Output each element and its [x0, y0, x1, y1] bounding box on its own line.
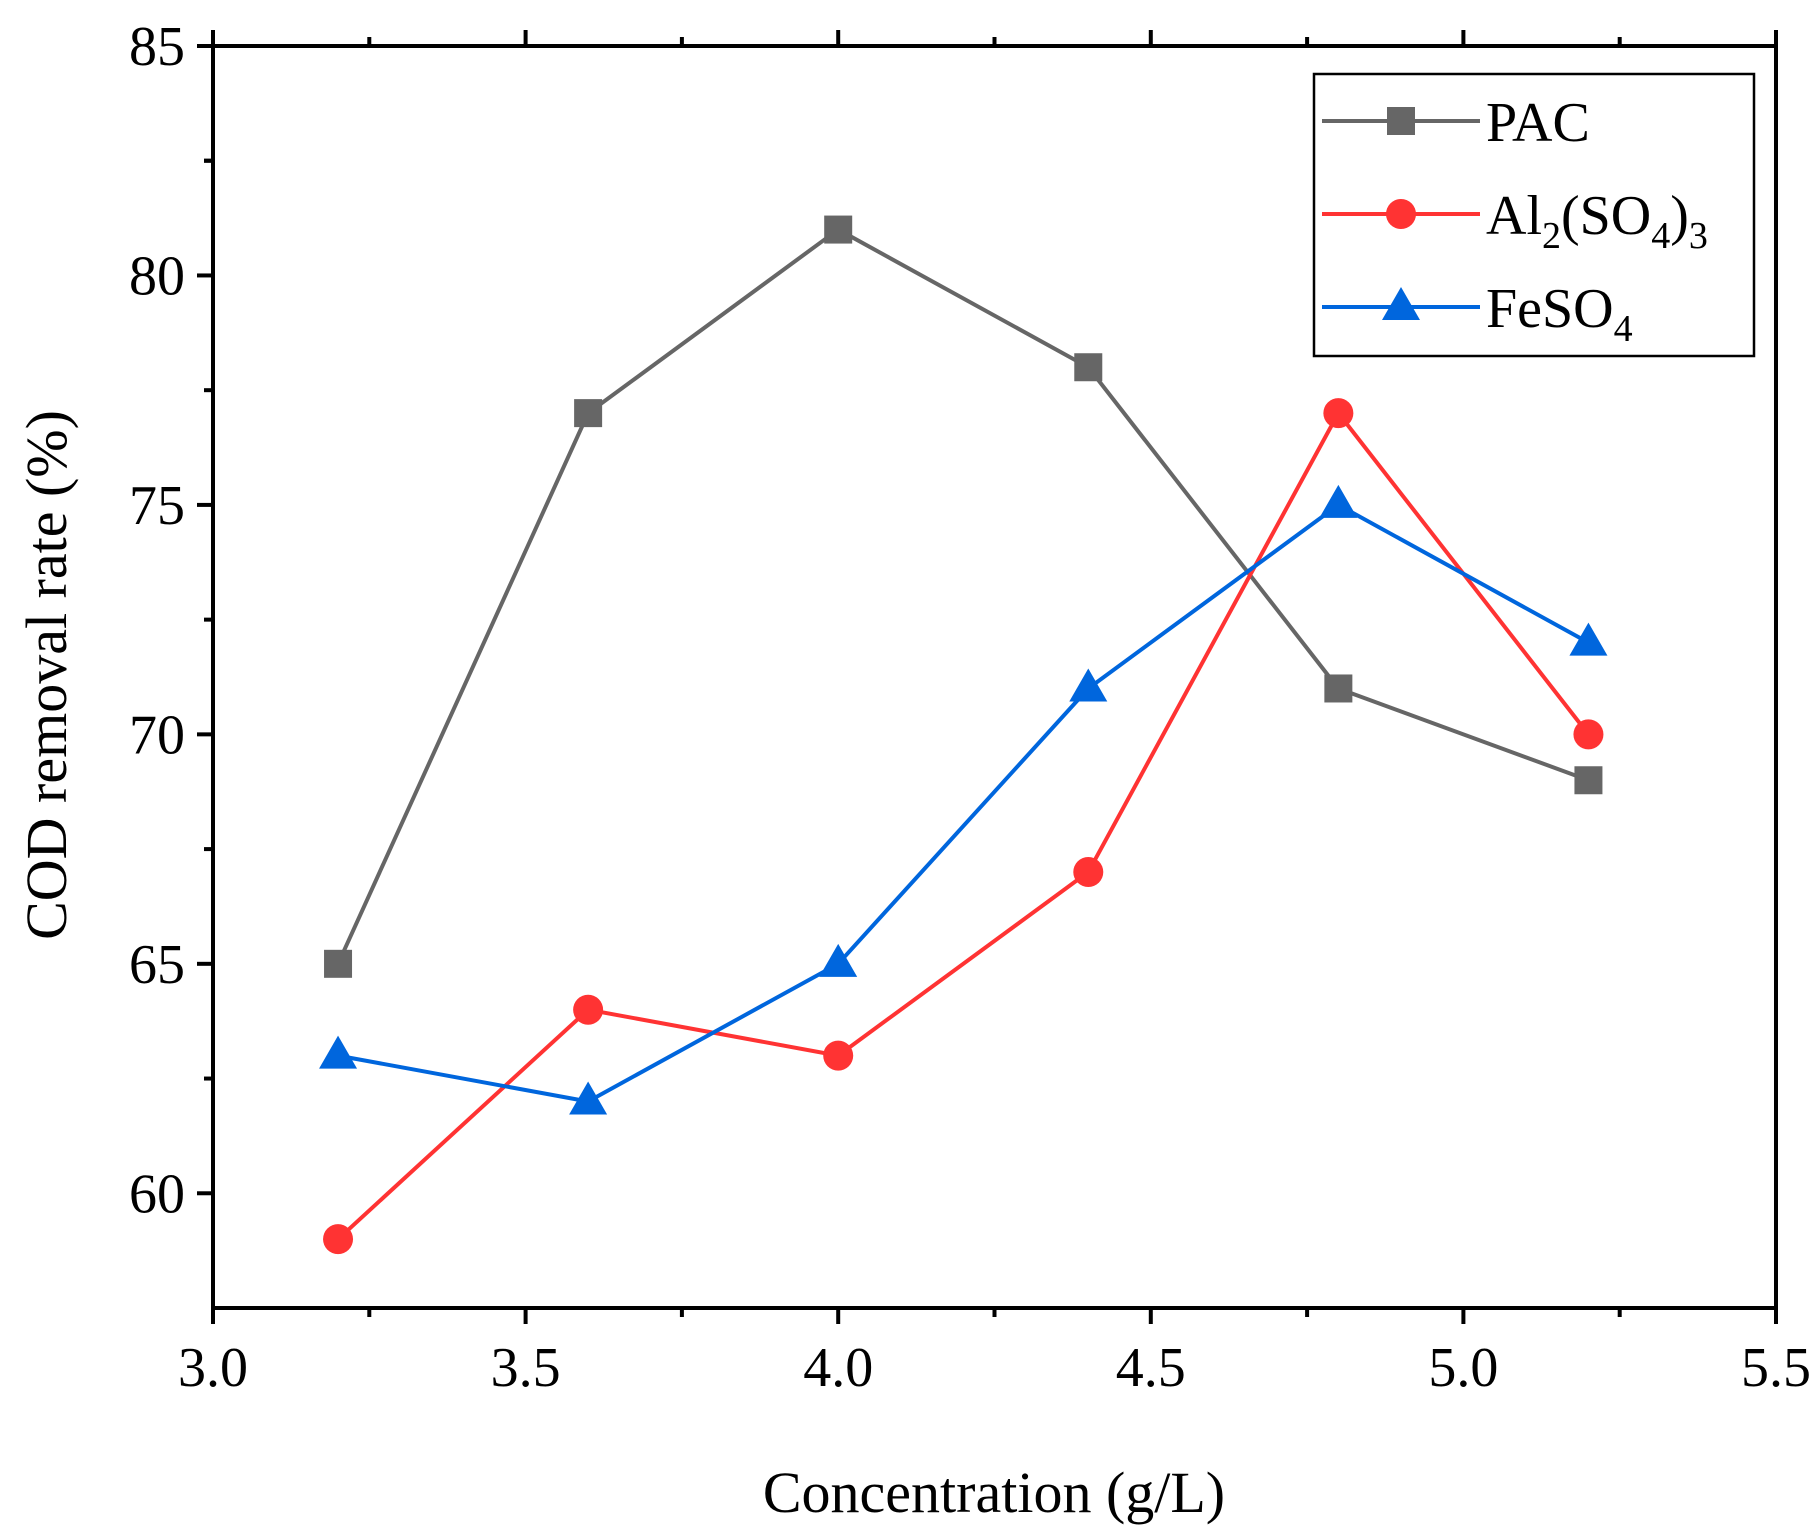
- series-line-al2-so4-3: [336, 411, 1591, 1241]
- x-tick-label: 5.5: [1741, 1337, 1811, 1399]
- x-tick-label: 3.5: [491, 1337, 561, 1399]
- legend-marker-pac: [1387, 107, 1415, 135]
- legend-label-feso4: FeSO4: [1486, 278, 1633, 350]
- legend-text-part: ): [1670, 185, 1689, 247]
- x-tick-label: 5.0: [1428, 1337, 1498, 1399]
- y-tick-label: 85: [129, 16, 185, 78]
- series-feso4: [319, 484, 1608, 1115]
- x-tick-label: 4.0: [803, 1337, 873, 1399]
- data-point-al2-so4-3: [323, 1224, 354, 1255]
- data-point-al2-so4-3: [573, 994, 604, 1025]
- data-point-feso4: [819, 943, 858, 977]
- legend-subscript: 3: [1689, 215, 1708, 257]
- data-point-feso4: [1069, 668, 1108, 702]
- legend-subscript: 2: [1542, 215, 1561, 257]
- series-line-feso4: [337, 502, 1590, 1104]
- data-point-pac: [1074, 353, 1103, 382]
- x-tick-label: 3.0: [178, 1337, 248, 1399]
- data-point-feso4: [1569, 622, 1608, 656]
- data-point-pac: [824, 215, 853, 244]
- series-pac: [324, 215, 1603, 978]
- series-line-pac: [336, 227, 1590, 965]
- data-point-al2-so4-3: [823, 1040, 854, 1071]
- y-tick-label: 65: [129, 934, 185, 996]
- y-tick-label: 70: [129, 704, 185, 766]
- data-point-feso4: [1319, 484, 1358, 518]
- data-point-pac: [574, 399, 603, 428]
- x-axis-title: Concentration (g/L): [763, 1460, 1225, 1525]
- legend-text-part: FeSO: [1486, 278, 1614, 340]
- x-tick-label: 4.5: [1116, 1337, 1186, 1399]
- legend-label-pac: PAC: [1486, 92, 1590, 154]
- y-axis-title: COD removal rate (%): [14, 410, 79, 940]
- y-tick-label: 80: [129, 245, 185, 307]
- series-al2-so4-3: [323, 398, 1604, 1255]
- data-point-pac: [1574, 766, 1603, 795]
- data-point-pac: [1324, 674, 1353, 703]
- data-point-al2-so4-3: [1573, 719, 1604, 750]
- legend-text-part: (SO: [1561, 185, 1651, 247]
- legend-marker-al2-so4-3: [1386, 199, 1416, 229]
- legend-text-part: Al: [1486, 185, 1542, 247]
- plot-series: [319, 215, 1608, 1255]
- legend-text-part: PAC: [1486, 92, 1590, 154]
- data-point-feso4: [569, 1081, 608, 1115]
- legend-marker-feso4: [1382, 287, 1420, 320]
- data-point-al2-so4-3: [1323, 398, 1354, 429]
- y-tick-label: 75: [129, 475, 185, 537]
- legend-subscript: 4: [1651, 215, 1670, 257]
- data-point-al2-so4-3: [1073, 857, 1104, 888]
- legend-label-al2-so4-3: Al2(SO4)3: [1486, 185, 1708, 257]
- y-tick-label: 60: [129, 1163, 185, 1225]
- legend-subscript: 4: [1614, 308, 1633, 350]
- axes: 3.0 3.5 4.0 4.5 5.0 5.5 60 65 70 75 80 85: [129, 16, 1811, 1399]
- data-point-pac: [324, 949, 353, 978]
- data-point-feso4: [319, 1035, 358, 1069]
